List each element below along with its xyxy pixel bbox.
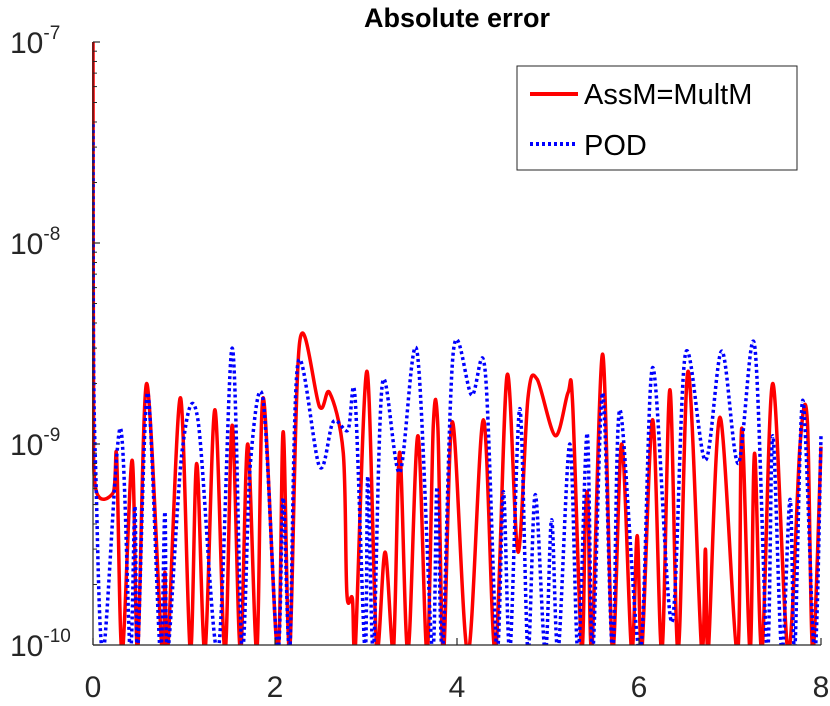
series-layer (92, 41, 823, 645)
legend-label-pod: POD (584, 130, 647, 162)
y-tick-label: 10-9 (10, 425, 60, 462)
series-line-pod (92, 124, 823, 645)
y-tick-base: 10 (10, 228, 43, 261)
x-tick-label: 8 (813, 671, 830, 704)
x-tick-label: 4 (449, 671, 466, 704)
y-tick-base: 10 (10, 630, 43, 663)
y-tick-base: 10 (10, 27, 43, 60)
y-tick-base: 10 (10, 429, 43, 462)
y-tick-exponent: -9 (43, 425, 60, 446)
legend-label-assm: AssM=MultM (584, 79, 752, 111)
x-tick-label: 0 (85, 671, 102, 704)
legend: AssM=MultM POD (516, 65, 798, 171)
y-tick-label: 10-8 (10, 224, 60, 261)
y-tick-exponent: -8 (43, 224, 60, 245)
x-tick-label: 2 (267, 671, 284, 704)
legend-box (516, 65, 798, 171)
y-tick-label: 10-7 (10, 23, 60, 60)
series-line-assm-multm (92, 41, 823, 645)
y-tick-label: 10-10 (10, 626, 71, 663)
y-tick-exponent: -10 (43, 626, 70, 647)
y-tick-exponent: -7 (43, 23, 60, 44)
chart-title: Absolute error (364, 3, 551, 33)
x-tick-label: 6 (631, 671, 648, 704)
